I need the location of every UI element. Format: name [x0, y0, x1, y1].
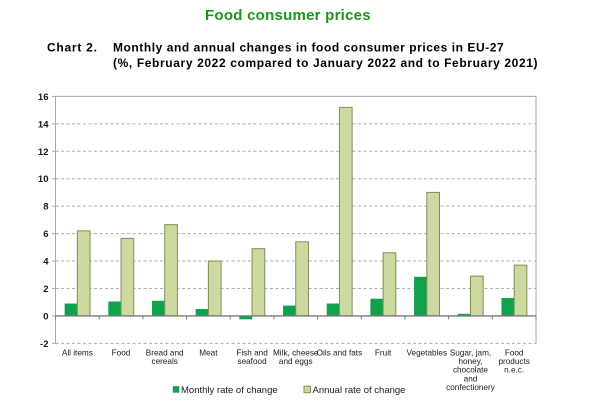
svg-text:honey,: honey,: [458, 357, 482, 366]
svg-text:Annual rate of change: Annual rate of change: [313, 385, 406, 396]
svg-text:0: 0: [43, 311, 48, 322]
svg-text:Fish and: Fish and: [236, 349, 268, 358]
svg-text:Monthly and annual changes in: Monthly and annual changes in food consu…: [113, 41, 504, 55]
svg-text:12: 12: [38, 147, 49, 158]
svg-text:chocolate: chocolate: [453, 366, 488, 375]
svg-text:All items: All items: [62, 349, 93, 358]
svg-text:2: 2: [43, 284, 48, 295]
svg-text:14: 14: [38, 119, 49, 130]
svg-text:Bread and: Bread and: [146, 349, 184, 358]
svg-text:Monthly rate of change: Monthly rate of change: [181, 385, 278, 396]
svg-text:Food consumer prices: Food consumer prices: [205, 7, 371, 24]
svg-text:Food: Food: [505, 349, 524, 358]
svg-text:8: 8: [43, 202, 48, 213]
svg-text:Fruit: Fruit: [375, 349, 392, 358]
svg-text:Chart 2.: Chart 2.: [47, 41, 98, 55]
svg-text:Oils and fats: Oils and fats: [317, 349, 363, 358]
svg-text:10: 10: [38, 174, 49, 185]
svg-text:confectionery: confectionery: [446, 383, 496, 392]
svg-text:Sugar, jam,: Sugar, jam,: [450, 349, 491, 358]
svg-text:cereals: cereals: [152, 357, 178, 366]
svg-text:(%, February 2022 compared to: (%, February 2022 compared to January 20…: [113, 56, 538, 70]
svg-text:4: 4: [43, 257, 49, 268]
svg-text:products: products: [498, 357, 529, 366]
svg-text:Milk, cheese: Milk, cheese: [273, 349, 319, 358]
svg-text:16: 16: [38, 92, 49, 103]
svg-text:seafood: seafood: [237, 357, 267, 366]
svg-text:Meat: Meat: [199, 349, 218, 358]
svg-text:-2: -2: [40, 339, 48, 350]
svg-text:Vegetables: Vegetables: [407, 349, 448, 358]
svg-text:and: and: [464, 374, 478, 383]
svg-text:n.e.c.: n.e.c.: [504, 366, 524, 375]
svg-text:Food: Food: [112, 349, 131, 358]
svg-text:6: 6: [43, 229, 48, 240]
svg-text:and eggs: and eggs: [279, 357, 313, 366]
